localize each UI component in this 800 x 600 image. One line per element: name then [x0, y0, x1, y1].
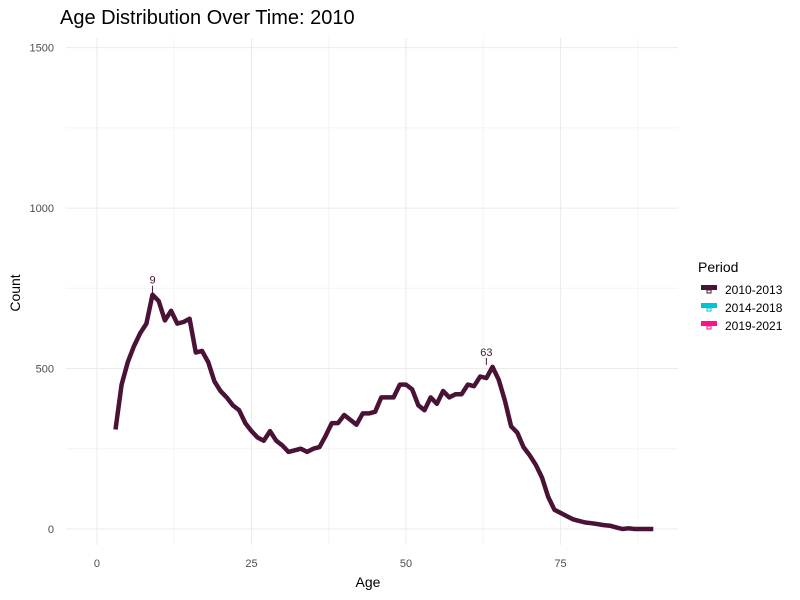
- legend-title: Period: [698, 259, 738, 275]
- x-tick-label: 0: [94, 558, 100, 570]
- legend-entry: 2014-2018: [701, 301, 783, 315]
- legend-key-swatch: [701, 285, 717, 290]
- legend: Period 2010-2013 2014-2018 2019-2021: [698, 259, 783, 333]
- y-tick-label: 1500: [30, 43, 54, 55]
- chart-title: Age Distribution Over Time: 2010: [60, 7, 355, 29]
- plot-panel: 9 63: [66, 38, 678, 545]
- peak-annotation-label: 9: [149, 275, 155, 287]
- peak-annotations: 9 63: [149, 275, 492, 365]
- legend-key-point: [706, 289, 712, 294]
- peak-annotation-label: 63: [480, 347, 492, 359]
- legend-entry: 2010-2013: [701, 283, 783, 297]
- series-lines: [113, 292, 654, 532]
- x-tick-label: 25: [245, 558, 257, 570]
- legend-entry-label: 2019-2021: [725, 319, 783, 333]
- x-tick-label: 50: [400, 558, 412, 570]
- x-axis-ticks: 0 25 50 75: [94, 558, 567, 570]
- legend-entry-label: 2010-2013: [725, 283, 783, 297]
- y-axis-title: Count: [7, 274, 23, 311]
- series-line-2010-2013: [113, 292, 654, 532]
- y-axis-ticks: 0 500 1000 1500: [30, 43, 54, 536]
- y-tick-label: 0: [48, 524, 54, 536]
- legend-key-point: [706, 307, 712, 312]
- legend-key-swatch: [701, 321, 717, 326]
- legend-key-point: [706, 325, 712, 330]
- legend-entry: 2019-2021: [701, 319, 783, 333]
- legend-key-swatch: [701, 303, 717, 308]
- legend-entry-label: 2014-2018: [725, 301, 783, 315]
- legend-entries: 2010-2013 2014-2018 2019-2021: [701, 283, 783, 333]
- x-tick-label: 75: [554, 558, 566, 570]
- grid-lines: [66, 38, 678, 545]
- x-axis-title: Age: [356, 574, 381, 590]
- y-tick-label: 500: [36, 364, 54, 376]
- y-tick-label: 1000: [30, 203, 54, 215]
